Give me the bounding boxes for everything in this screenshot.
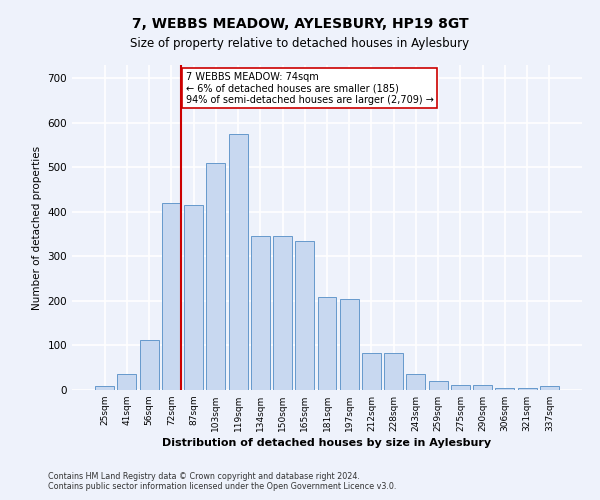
- Bar: [118, 374, 136, 390]
- Bar: [317, 296, 337, 390]
- X-axis label: Distribution of detached houses by size in Aylesbury: Distribution of detached houses by size …: [163, 438, 491, 448]
- Text: 7 WEBBS MEADOW: 74sqm
← 6% of detached houses are smaller (185)
94% of semi-deta: 7 WEBBS MEADOW: 74sqm ← 6% of detached h…: [185, 72, 434, 105]
- Bar: [540, 386, 559, 390]
- Bar: [496, 388, 514, 390]
- Bar: [384, 353, 403, 390]
- Bar: [295, 241, 314, 390]
- Text: Contains HM Land Registry data © Crown copyright and database right 2024.: Contains HM Land Registry data © Crown c…: [48, 472, 360, 481]
- Text: Size of property relative to detached houses in Aylesbury: Size of property relative to detached ho…: [130, 38, 470, 51]
- Text: 7, WEBBS MEADOW, AYLESBURY, HP19 8GT: 7, WEBBS MEADOW, AYLESBURY, HP19 8GT: [131, 18, 469, 32]
- Bar: [473, 384, 492, 390]
- Text: Contains public sector information licensed under the Open Government Licence v3: Contains public sector information licen…: [48, 482, 397, 491]
- Bar: [95, 386, 114, 390]
- Bar: [184, 205, 203, 390]
- Bar: [229, 134, 248, 390]
- Bar: [340, 298, 359, 390]
- Bar: [162, 203, 181, 390]
- Bar: [206, 163, 225, 390]
- Bar: [251, 236, 270, 390]
- Bar: [140, 340, 158, 390]
- Bar: [429, 381, 448, 390]
- Bar: [518, 388, 536, 390]
- Bar: [451, 384, 470, 390]
- Y-axis label: Number of detached properties: Number of detached properties: [32, 146, 42, 310]
- Bar: [406, 374, 425, 390]
- Bar: [362, 353, 381, 390]
- Bar: [273, 236, 292, 390]
